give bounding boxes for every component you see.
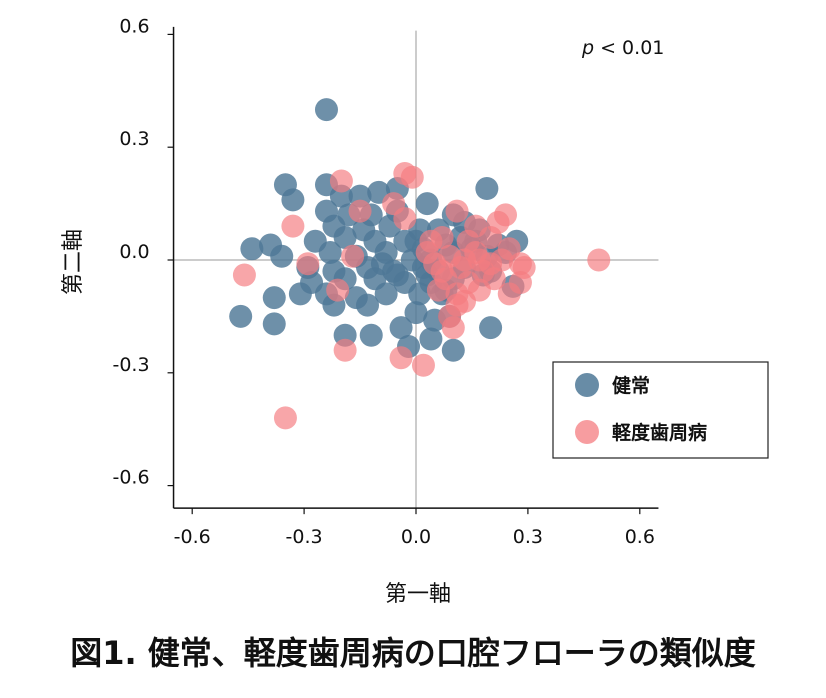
x-tick-label: 0.6: [625, 526, 655, 548]
x-tick-label: -0.3: [286, 526, 323, 548]
data-point-healthy: [281, 188, 305, 212]
data-point-healthy: [441, 338, 465, 362]
data-point-healthy: [288, 282, 312, 306]
data-point-mild-periodontitis: [411, 353, 435, 377]
legend-label-mild-periodontitis: 軽度歯周病: [612, 421, 707, 444]
data-point-mild-periodontitis: [400, 165, 424, 189]
x-tick-label: 0.0: [401, 526, 431, 548]
data-point-mild-periodontitis: [587, 248, 611, 272]
data-point-healthy: [314, 98, 338, 122]
data-point-mild-periodontitis: [393, 207, 417, 231]
data-point-mild-periodontitis: [430, 259, 454, 283]
data-point-mild-periodontitis: [497, 282, 521, 306]
data-point-healthy: [419, 327, 443, 351]
data-point-healthy: [374, 282, 398, 306]
x-tick-label: 0.3: [513, 526, 543, 548]
data-point-mild-periodontitis: [426, 278, 450, 302]
data-point-healthy: [270, 244, 294, 268]
data-point-healthy: [359, 323, 383, 347]
data-point-mild-periodontitis: [452, 248, 476, 272]
x-axis-title: 第一軸: [385, 582, 451, 607]
y-tick-label: 0.6: [119, 15, 149, 37]
data-point-mild-periodontitis: [273, 406, 297, 430]
data-point-mild-periodontitis: [329, 169, 353, 193]
series-mild-periodontitis: [232, 162, 611, 430]
data-point-healthy: [333, 225, 357, 249]
data-point-healthy: [262, 286, 286, 310]
data-point-healthy: [262, 312, 286, 336]
legend: 健常 軽度歯周病: [552, 361, 769, 459]
data-point-healthy: [240, 237, 264, 261]
data-point-healthy: [389, 316, 413, 340]
data-point-mild-periodontitis: [479, 252, 503, 276]
data-point-mild-periodontitis: [419, 229, 443, 253]
plot-area: -0.6 -0.3 0.0 0.3 0.6 0.6 0.3 0.0 -0.3 -0.6: [112, 15, 659, 548]
x-tick-label: -0.6: [174, 526, 211, 548]
y-tick-label: -0.6: [112, 467, 149, 489]
data-point-healthy: [404, 301, 428, 325]
data-point-mild-periodontitis: [296, 252, 320, 276]
figure-caption: 図1. 健常、軽度歯周病の口腔フローラの類似度: [70, 634, 756, 672]
data-point-healthy: [479, 316, 503, 340]
data-point-healthy: [229, 304, 253, 328]
data-point-healthy: [318, 240, 342, 264]
y-tick-label: 0.3: [119, 128, 149, 150]
data-point-mild-periodontitis: [326, 278, 350, 302]
data-point-mild-periodontitis: [441, 316, 465, 340]
legend-label-healthy: 健常: [612, 374, 650, 397]
data-point-healthy: [415, 192, 439, 216]
y-axis-title: 第二軸: [61, 229, 86, 295]
data-point-healthy: [475, 177, 499, 201]
data-point-mild-periodontitis: [341, 244, 365, 268]
data-point-healthy: [356, 293, 380, 317]
data-point-mild-periodontitis: [348, 199, 372, 223]
p-value-annotation: p < 0.01: [581, 37, 664, 59]
data-point-mild-periodontitis: [389, 346, 413, 370]
data-point-mild-periodontitis: [281, 214, 305, 238]
data-point-mild-periodontitis: [232, 263, 256, 287]
data-point-mild-periodontitis: [445, 199, 469, 223]
data-point-mild-periodontitis: [333, 338, 357, 362]
legend-marker-mild-periodontitis: [575, 420, 599, 444]
data-point-mild-periodontitis: [452, 289, 476, 313]
data-point-healthy: [408, 282, 432, 306]
data-point-mild-periodontitis: [479, 225, 503, 249]
y-tick-label: 0.0: [119, 241, 149, 263]
data-point-healthy: [370, 252, 394, 276]
legend-marker-healthy: [575, 373, 599, 397]
y-tick-label: -0.3: [112, 354, 149, 376]
